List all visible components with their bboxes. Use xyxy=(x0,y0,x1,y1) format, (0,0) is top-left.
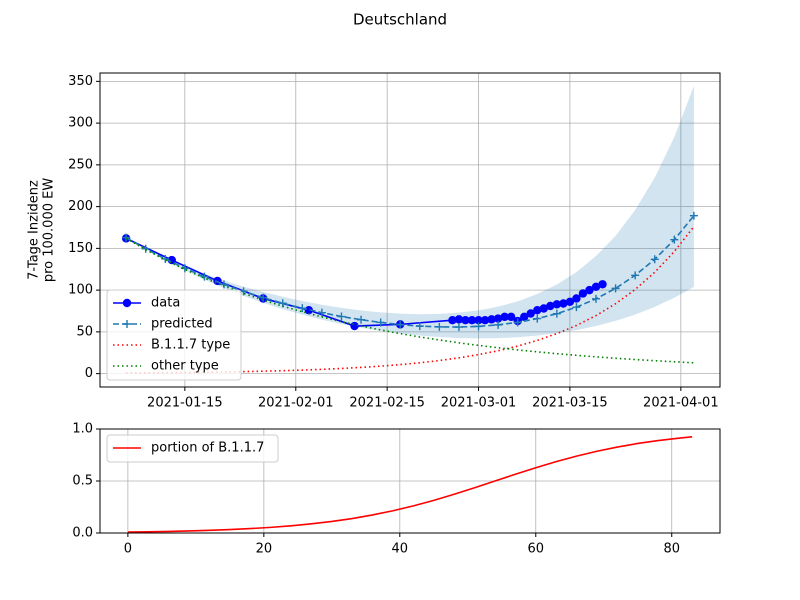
x-tick-label: 60 xyxy=(527,542,544,557)
figure-title: Deutschland xyxy=(353,11,447,29)
x-tick-label: 0 xyxy=(124,542,132,557)
series-line xyxy=(125,215,695,328)
data-point xyxy=(474,322,483,331)
y-tick-label: 50 xyxy=(76,324,93,339)
legend-label: B.1.1.7 type xyxy=(151,338,230,353)
data-point xyxy=(552,300,562,309)
y-tick-label: 0.0 xyxy=(72,526,93,541)
data-point xyxy=(572,294,581,303)
data-point xyxy=(513,318,522,327)
data-point xyxy=(591,282,601,291)
data-point xyxy=(480,315,490,325)
data-point xyxy=(415,322,424,331)
axes-frame xyxy=(99,428,721,534)
data-point xyxy=(539,304,548,313)
data-point xyxy=(689,211,698,220)
data-point xyxy=(650,255,659,264)
data-point xyxy=(141,244,150,253)
data-point xyxy=(454,315,464,324)
y-tick-label: 100 xyxy=(68,283,93,298)
data-point xyxy=(533,314,542,323)
y-tick-label: 0 xyxy=(85,366,93,381)
series-line xyxy=(127,436,693,533)
data-point xyxy=(467,315,477,325)
x-tick-label: 20 xyxy=(256,542,273,557)
series-line xyxy=(125,237,694,364)
data-point xyxy=(552,309,561,318)
confidence-band xyxy=(126,85,694,339)
data-point xyxy=(448,315,457,325)
data-point xyxy=(585,285,594,295)
legend-box xyxy=(106,289,242,381)
data-point xyxy=(546,301,555,311)
data-point xyxy=(670,235,679,244)
data-point xyxy=(506,312,516,322)
data-point xyxy=(259,293,268,302)
data-point xyxy=(474,315,483,325)
data-point xyxy=(598,280,607,289)
data-point xyxy=(304,305,314,315)
data-point xyxy=(487,315,496,324)
x-tick-label: 2021-02-01 xyxy=(258,396,334,411)
plot-area xyxy=(127,436,693,533)
y-tick-label: 200 xyxy=(68,199,93,214)
data-point xyxy=(317,308,326,317)
legend-label: other type xyxy=(151,359,219,374)
legend-marker xyxy=(123,320,131,328)
x-tick-label: 2021-01-15 xyxy=(147,396,223,411)
data-point xyxy=(376,318,385,327)
legend-label: data xyxy=(151,296,180,311)
y-tick-label: 300 xyxy=(68,116,93,131)
y-axis-label: pro 100.000 EW xyxy=(42,178,57,283)
data-point xyxy=(494,320,503,329)
data-point xyxy=(526,309,535,318)
data-point xyxy=(565,297,575,307)
y-tick-label: 0.5 xyxy=(72,474,93,489)
data-point xyxy=(559,299,568,308)
data-point xyxy=(200,272,209,281)
legend-label: predicted xyxy=(151,317,213,332)
data-point xyxy=(298,304,307,313)
data-point xyxy=(454,323,463,332)
data-point xyxy=(350,321,359,331)
axes-frame xyxy=(99,72,721,388)
plot-area xyxy=(121,85,698,374)
y-axis-label: 7-Tage Inzidenz xyxy=(27,180,42,280)
data-point xyxy=(611,284,620,293)
legend-label: portion of B.1.1.7 xyxy=(151,441,264,456)
data-point xyxy=(592,294,600,303)
data-point xyxy=(500,312,509,322)
data-point xyxy=(396,320,405,329)
data-point xyxy=(220,280,228,289)
data-point xyxy=(493,314,503,323)
y-tick-label: 250 xyxy=(68,157,93,172)
x-tick-label: 80 xyxy=(663,542,680,557)
data-point xyxy=(572,303,581,312)
data-point xyxy=(520,312,529,322)
y-tick-label: 150 xyxy=(68,241,93,256)
x-tick-label: 2021-04-01 xyxy=(643,396,719,411)
x-tick-label: 2021-03-01 xyxy=(441,396,517,411)
y-tick-label: 350 xyxy=(68,74,93,89)
x-tick-label: 2021-02-15 xyxy=(349,396,425,411)
legend-marker xyxy=(122,298,132,308)
data-point xyxy=(435,322,444,331)
data-point xyxy=(357,315,366,324)
data-point xyxy=(461,315,470,325)
data-point xyxy=(122,233,131,242)
legend-box xyxy=(106,434,279,463)
data-point xyxy=(631,271,640,280)
data-point xyxy=(337,312,346,321)
x-tick-label: 2021-03-15 xyxy=(532,396,608,411)
x-tick-label: 40 xyxy=(392,542,409,557)
y-tick-label: 1.0 xyxy=(72,422,93,437)
data-point xyxy=(533,305,542,315)
data-point xyxy=(578,289,588,298)
